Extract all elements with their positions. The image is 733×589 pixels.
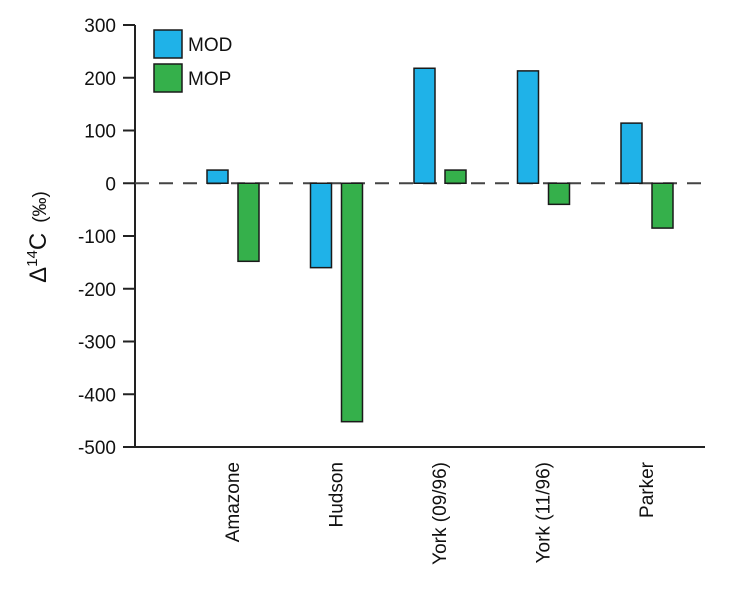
y-tick-label-1: 200 [84, 69, 116, 90]
legend-swatch-mop [153, 63, 183, 93]
bar-mod-4 [620, 122, 643, 184]
y-tick-label-5: -200 [78, 280, 116, 301]
y-tick-label-7: -400 [78, 385, 116, 406]
x-axis: Amazone Hudson York (09/96) York (11/96) Par… [135, 446, 705, 565]
bar-mod-0 [206, 169, 229, 184]
bar-mop-3 [547, 182, 571, 206]
bar-mod-1 [309, 182, 333, 269]
y-tick-label-4: -100 [78, 227, 116, 248]
x-tick-label-4: Parker [637, 461, 658, 518]
bar-mop-4 [651, 182, 674, 229]
y-axis-label-unit: (‰) [30, 191, 51, 223]
y-tick-label-8: -500 [78, 438, 116, 459]
legend-label-mod: MOD [188, 35, 232, 56]
y-tick-label-2: 100 [84, 122, 116, 143]
y-tick-label-3: 0 [105, 174, 116, 195]
y-axis-label-delta: Δ [25, 267, 52, 283]
legend-label-mop: MOP [188, 69, 231, 90]
x-tick-label-0: Amazone [223, 462, 244, 542]
legend-swatch-mod [153, 29, 183, 59]
x-tick-label-2: York (09/96) [430, 462, 451, 565]
x-tick-label-1: Hudson [327, 462, 348, 528]
bar-mod-2 [413, 67, 436, 184]
y-tick-label-6: -300 [78, 333, 116, 354]
y-axis-label-superscript: 14 [24, 250, 41, 267]
bars [206, 67, 674, 423]
legend: MOD MOP [153, 29, 232, 93]
y-axis-label-suffix: C [25, 233, 52, 250]
y-axis-label: Δ14C (‰) [24, 191, 52, 283]
bar-mop-1 [340, 182, 364, 423]
bar-mop-2 [444, 169, 467, 184]
bar-mod-3 [516, 70, 540, 184]
bar-mop-0 [237, 182, 260, 263]
x-tick-label-3: York (11/96) [534, 462, 555, 563]
y-axis: 300 200 100 0 -100 -200 -300 -400 -500 [78, 16, 136, 459]
y-tick-label-0: 300 [84, 16, 116, 37]
y-axis-label-text: Δ14C (‰) [24, 191, 52, 283]
